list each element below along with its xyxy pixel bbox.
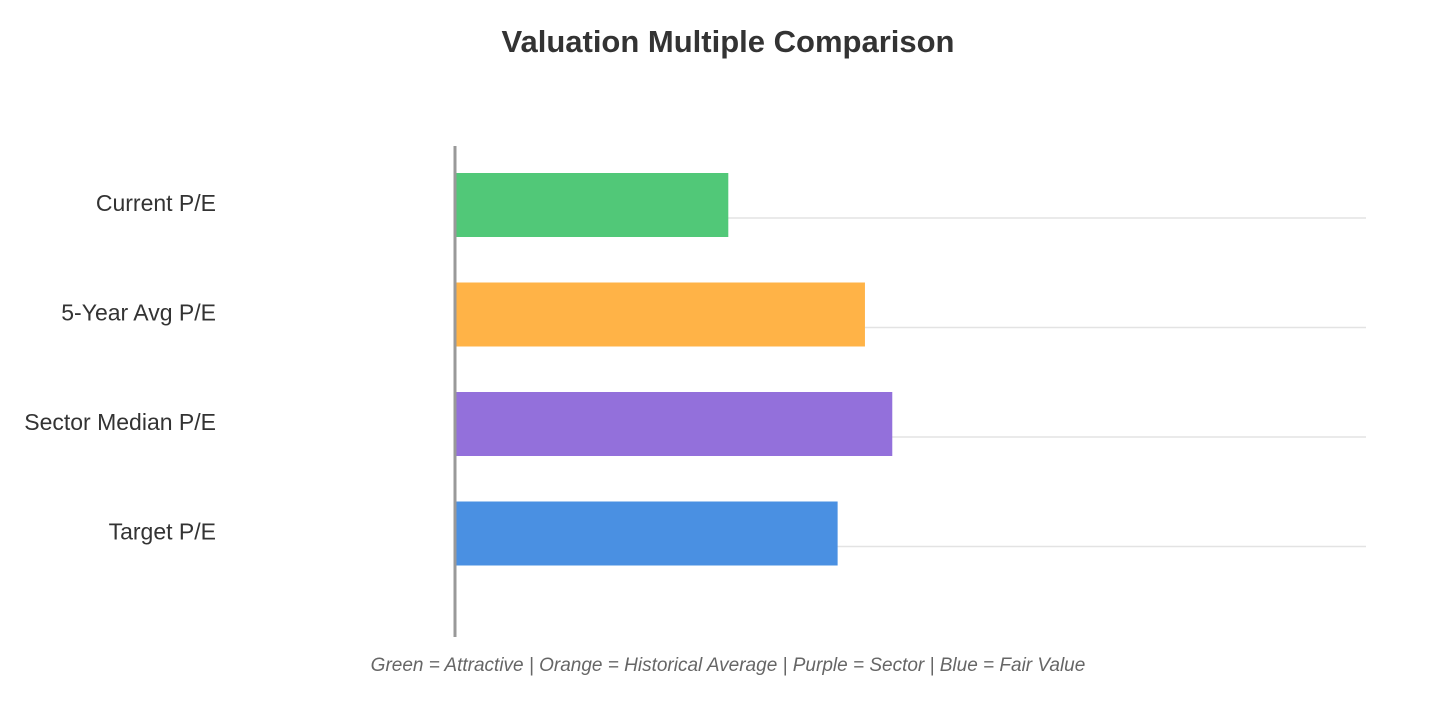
bar-sector-median-p-e bbox=[455, 392, 893, 456]
bar-target-p-e bbox=[455, 501, 838, 566]
chart-caption: Green = Attractive | Orange = Historical… bbox=[370, 655, 1086, 676]
category-label-5-year-avg-p-e: 5-Year Avg P/E bbox=[61, 300, 216, 326]
category-label-layer: Current P/E 5-Year Avg P/E Sector Median P… bbox=[24, 190, 216, 545]
bar-5-year-avg-p-e bbox=[455, 282, 865, 347]
chart-title: Valuation Multiple Comparison bbox=[501, 24, 955, 59]
category-label-target-p-e: Target P/E bbox=[109, 519, 216, 545]
category-label-sector-median-p-e: Sector Median P/E bbox=[24, 409, 216, 435]
grid-layer bbox=[455, 217, 1366, 548]
category-label-current-p-e: Current P/E bbox=[96, 190, 216, 216]
bar-current-p-e bbox=[455, 173, 729, 237]
bar-layer bbox=[455, 173, 893, 566]
